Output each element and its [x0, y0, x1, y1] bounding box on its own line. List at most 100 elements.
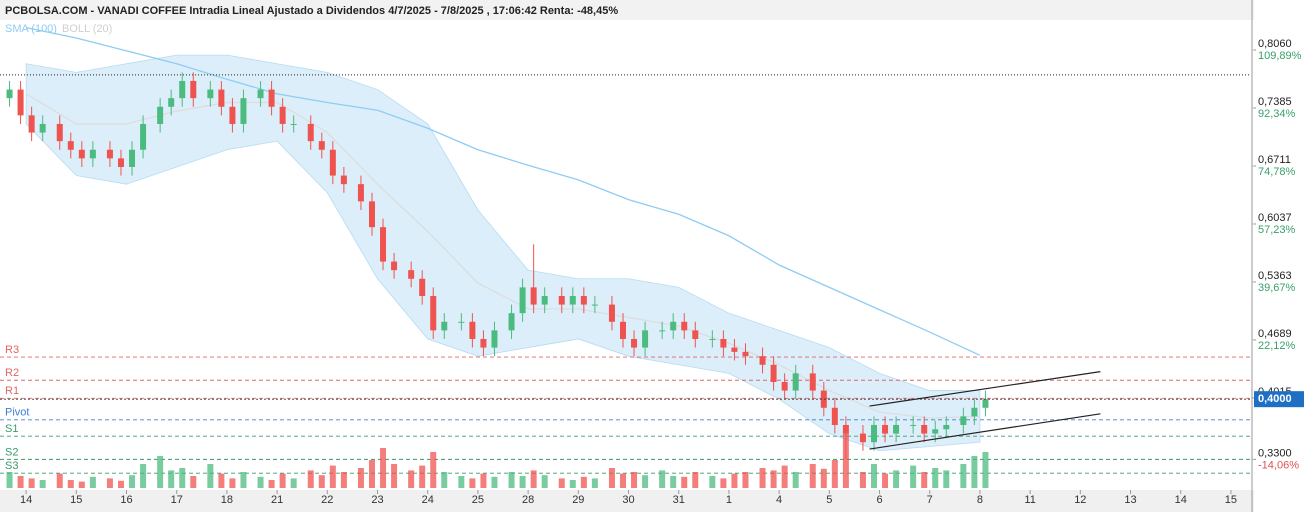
- volume-bar: [709, 476, 716, 488]
- volume-bar: [809, 464, 816, 488]
- candle-body: [759, 356, 766, 365]
- volume-bar: [759, 468, 766, 488]
- volume-bar: [129, 475, 136, 488]
- volume-bar: [982, 452, 989, 488]
- volume-bar: [619, 473, 626, 488]
- volume-bar: [157, 456, 164, 488]
- candle-body: [692, 330, 699, 339]
- candle-body: [480, 338, 487, 348]
- candle-body: [569, 295, 576, 305]
- volume-bar: [792, 472, 799, 488]
- candle-body: [720, 338, 727, 348]
- x-tick-label: 28: [522, 494, 534, 506]
- x-tick-label: 4: [776, 494, 782, 506]
- chart-title: PCBOLSA.COM - VANADI COFFEE Intradia Lin…: [5, 5, 618, 17]
- candle-body: [943, 424, 950, 430]
- candle-body: [659, 330, 666, 332]
- y2-tick-label: 57,23%: [1258, 224, 1296, 236]
- x-tick-label: 5: [826, 494, 832, 506]
- candle-body: [240, 98, 247, 124]
- legend-entry: BOLL (20): [62, 23, 112, 35]
- candle-body: [129, 149, 136, 167]
- candle-body: [168, 98, 175, 107]
- candle-body: [56, 123, 63, 142]
- y2-tick-label: -14,06%: [1258, 459, 1299, 471]
- y-tick-label: 0,5363: [1258, 270, 1292, 282]
- last-price-box: [1254, 391, 1304, 408]
- candle-body: [558, 295, 565, 305]
- candle-body: [229, 106, 236, 124]
- candle-body: [28, 115, 35, 133]
- volume-bar: [870, 464, 877, 488]
- volume-bar: [419, 465, 426, 488]
- volume-bar: [240, 472, 247, 488]
- candle-body: [157, 106, 164, 124]
- y2-tick-label: 92,34%: [1258, 108, 1296, 120]
- volume-bar: [179, 468, 186, 488]
- candle-body: [642, 330, 649, 348]
- x-tick-label: 21: [271, 494, 283, 506]
- candle-body: [921, 424, 928, 434]
- x-tick-label: 17: [171, 494, 183, 506]
- indicator-line: [25, 26, 981, 356]
- pivot-label: Pivot: [5, 407, 29, 419]
- volume-bar: [670, 476, 677, 488]
- volume-bar: [190, 476, 197, 488]
- candle-body: [117, 158, 124, 167]
- candle-body: [469, 321, 476, 339]
- volume-bar: [39, 480, 46, 488]
- volume-bar: [742, 472, 749, 488]
- candle-body: [257, 89, 264, 99]
- candle-body: [318, 141, 325, 150]
- volume-bar: [770, 470, 777, 488]
- candle-body: [882, 424, 889, 434]
- candle-body: [781, 381, 788, 391]
- candle-body: [580, 295, 587, 305]
- volume-bar: [140, 464, 147, 488]
- candle-body: [207, 89, 214, 99]
- candle-body: [971, 407, 978, 417]
- candle-body: [792, 373, 799, 391]
- volume-bar: [67, 480, 74, 488]
- candle-body: [893, 424, 900, 434]
- legend-entry: SMA (100): [5, 23, 57, 35]
- candle-body: [608, 304, 615, 322]
- volume-bar: [842, 433, 849, 488]
- x-tick-label: 29: [572, 494, 584, 506]
- volume-bar: [458, 476, 465, 488]
- x-tick-label: 16: [120, 494, 132, 506]
- y-tick-label: 0,6711: [1258, 154, 1291, 166]
- volume-bar: [78, 481, 85, 488]
- volume-bar: [508, 472, 515, 488]
- volume-bar: [56, 473, 63, 488]
- title-bar: [0, 0, 1254, 20]
- candle-body: [541, 295, 548, 305]
- volume-bar: [380, 448, 387, 488]
- volume-bar: [430, 452, 437, 488]
- volume-bar: [731, 473, 738, 488]
- y2-tick-label: 74,78%: [1258, 166, 1296, 178]
- volume-bar: [859, 472, 866, 488]
- volume-bar: [681, 476, 688, 488]
- candle-body: [290, 123, 297, 125]
- volume-bar: [207, 464, 214, 488]
- candle-body: [140, 123, 147, 150]
- x-axis-band: [0, 490, 1254, 512]
- candle-body: [519, 287, 526, 314]
- x-tick-label: 8: [977, 494, 983, 506]
- volume-bar: [541, 475, 548, 488]
- x-tick-label: 13: [1124, 494, 1136, 506]
- pivot-label: S2: [5, 446, 18, 458]
- volume-bar: [318, 475, 325, 488]
- x-tick-label: 14: [1175, 494, 1187, 506]
- x-tick-label: 11: [1024, 494, 1035, 506]
- candle-body: [380, 227, 387, 262]
- candle-body: [179, 80, 186, 99]
- candle-body: [820, 390, 827, 408]
- candle-body: [67, 141, 74, 150]
- volume-bar: [921, 472, 928, 488]
- volume-bar: [89, 476, 96, 488]
- candle-body: [870, 424, 877, 443]
- volume-bar: [558, 478, 565, 488]
